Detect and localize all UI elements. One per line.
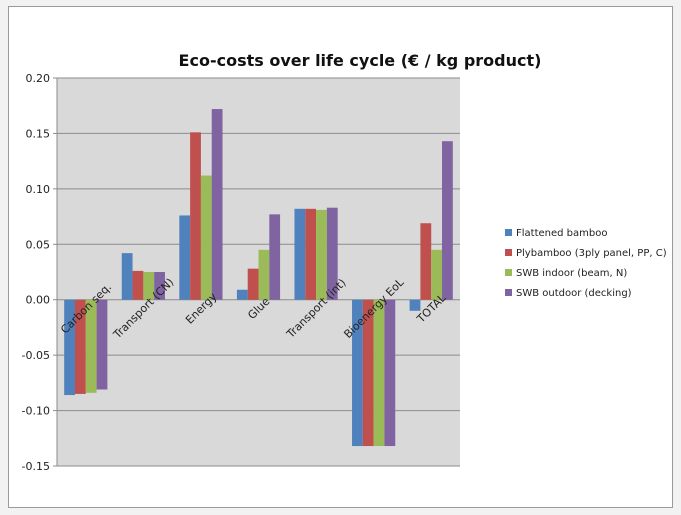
- bar-6-1: [420, 223, 432, 300]
- bar-3-0: [236, 289, 248, 300]
- bar-6-0: [409, 299, 421, 311]
- bar-3-2: [258, 249, 270, 300]
- y-tick-label: -0.10: [22, 405, 50, 418]
- y-axis: 0.20 0.15 0.10 0.05 0.00 -0.05 -0.10 -0.15: [22, 72, 58, 473]
- legend-label: Plybamboo (3ply panel, PP, C): [516, 248, 667, 259]
- bar-4-1: [305, 208, 317, 300]
- bar-2-1: [190, 132, 201, 300]
- bar-1-0: [121, 253, 133, 300]
- y-tick-label: -0.15: [22, 460, 50, 473]
- y-tick-label: 0.00: [26, 294, 51, 307]
- chart-title: Eco-costs over life cycle (€ / kg produc…: [179, 51, 542, 70]
- y-tick-label: 0.15: [26, 127, 51, 140]
- bar-4-2: [316, 209, 327, 300]
- bar-3-3: [269, 214, 281, 300]
- bar-1-1: [132, 270, 144, 300]
- y-tick-label: -0.05: [22, 349, 50, 362]
- bar-1-2: [143, 272, 155, 300]
- bar-2-3: [211, 109, 223, 300]
- bar-5-2: [373, 299, 385, 447]
- bar-4-0: [294, 208, 306, 300]
- bar-5-3: [384, 299, 396, 447]
- legend-swatch: [505, 229, 512, 236]
- bar-6-2: [431, 249, 443, 300]
- bar-5-1: [362, 299, 374, 447]
- bar-0-2: [85, 299, 97, 393]
- legend-swatch: [505, 289, 512, 296]
- legend-label: SWB outdoor (decking): [516, 288, 632, 299]
- y-tick-label: 0.05: [26, 238, 51, 251]
- bar-1-3: [154, 272, 165, 300]
- bar-0-0: [64, 299, 75, 396]
- bar-3-1: [247, 268, 259, 300]
- legend: Flattened bamboo Plybamboo (3ply panel, P…: [505, 228, 667, 299]
- legend-label: Flattened bamboo: [516, 228, 607, 239]
- bar-2-0: [179, 215, 191, 300]
- y-tick-label: 0.10: [26, 183, 51, 196]
- bar-0-1: [74, 299, 86, 394]
- bars: [64, 109, 453, 447]
- bar-0-3: [96, 299, 108, 390]
- bar-4-3: [326, 207, 338, 300]
- legend-swatch: [505, 269, 512, 276]
- legend-label: SWB indoor (beam, N): [516, 268, 627, 279]
- bar-5-0: [352, 299, 363, 447]
- legend-swatch: [505, 249, 512, 256]
- y-tick-label: 0.20: [26, 72, 51, 85]
- bar-6-3: [442, 141, 453, 300]
- bar-2-2: [200, 175, 212, 300]
